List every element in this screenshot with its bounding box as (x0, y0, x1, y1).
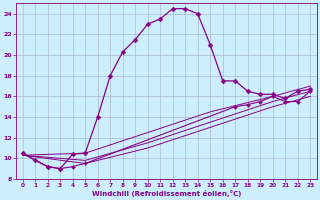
X-axis label: Windchill (Refroidissement éolien,°C): Windchill (Refroidissement éolien,°C) (92, 190, 241, 197)
